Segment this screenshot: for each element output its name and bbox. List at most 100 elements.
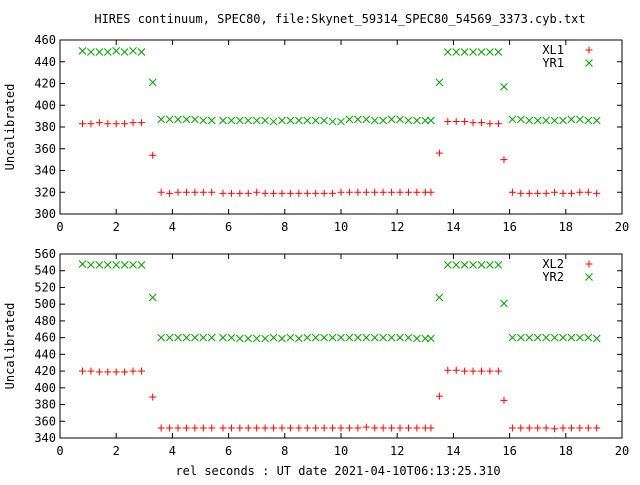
x-tick-label: 6 (225, 444, 232, 458)
data-point (244, 116, 253, 125)
data-point (112, 261, 121, 269)
data-point (345, 333, 354, 342)
data-point (191, 424, 199, 432)
data-point (371, 188, 379, 196)
data-point (516, 115, 525, 124)
y-tick-label: 440 (34, 55, 56, 69)
y-axis-label: Uncalibrated (3, 84, 17, 171)
data-point (354, 333, 362, 342)
data-point (295, 189, 303, 197)
data-point (396, 115, 404, 124)
data-point (362, 423, 370, 431)
y-tick-label: 360 (34, 142, 56, 156)
data-point (235, 334, 244, 343)
data-point (182, 115, 191, 124)
data-point (174, 424, 182, 432)
data-point (421, 116, 430, 125)
y-tick-label: 520 (34, 280, 56, 294)
y-tick-label: 300 (34, 207, 56, 221)
x-tick-label: 4 (169, 444, 176, 458)
y-tick-label: 420 (34, 77, 56, 91)
data-point (270, 189, 278, 197)
data-point (320, 116, 328, 125)
data-point (87, 367, 95, 375)
data-point (199, 333, 208, 342)
data-point (508, 333, 517, 342)
plot-panel-2: 0 2 4 6 8 10 12 14 16 18 20 340 360 380 400 420 440 460 48… (3, 247, 629, 458)
data-point (311, 333, 320, 342)
data-point (149, 393, 157, 401)
legend-label: YR2 (542, 270, 564, 284)
data-point (542, 189, 550, 197)
data-point (78, 47, 87, 55)
data-point (320, 333, 328, 342)
data-point (354, 188, 362, 196)
data-point (477, 48, 486, 56)
data-point (508, 188, 516, 196)
data-point (278, 424, 286, 432)
data-point (182, 188, 190, 196)
data-point (303, 333, 312, 342)
data-point (478, 119, 485, 127)
data-point (370, 116, 379, 125)
x-tick-label: 6 (225, 220, 232, 234)
data-point (435, 392, 443, 400)
data-point (494, 367, 502, 375)
data-point (404, 333, 413, 342)
data-point (227, 424, 235, 432)
data-point (78, 260, 87, 268)
data-point (575, 115, 584, 124)
data-point (174, 115, 182, 124)
data-point (137, 261, 146, 269)
data-point (388, 424, 396, 432)
x-tick-label: 14 (446, 220, 460, 234)
data-point (379, 116, 388, 125)
data-point (362, 115, 371, 124)
y-tick-label: 360 (34, 414, 56, 428)
y-tick-label: 460 (34, 33, 56, 47)
x-tick-label: 16 (502, 444, 516, 458)
data-point (469, 367, 477, 375)
data-point (413, 424, 421, 432)
legend-marker (585, 260, 593, 268)
data-point (219, 116, 227, 125)
data-point (444, 366, 452, 374)
x-tick-label: 8 (281, 220, 288, 234)
data-point (469, 261, 477, 269)
data-point (129, 261, 137, 269)
data-point (235, 116, 244, 125)
data-point (303, 116, 312, 125)
data-point (396, 333, 404, 342)
data-point (207, 333, 216, 342)
data-point (103, 48, 112, 56)
data-point (413, 116, 421, 125)
data-point (584, 116, 593, 125)
data-point (593, 189, 601, 197)
data-point (404, 116, 413, 125)
data-point (129, 367, 137, 375)
data-point (286, 189, 294, 197)
data-point (286, 116, 295, 125)
x-tick-label: 14 (446, 444, 460, 458)
data-point (345, 424, 353, 432)
data-point (413, 188, 421, 196)
x-tick-label: 2 (113, 444, 120, 458)
data-point (435, 293, 444, 302)
data-point (517, 424, 525, 432)
data-point (166, 189, 174, 197)
x-tick-label: 18 (559, 220, 573, 234)
data-point (533, 116, 542, 125)
x-tick-label: 4 (169, 220, 176, 234)
data-point (584, 424, 592, 432)
data-point (199, 188, 207, 196)
data-point (452, 118, 460, 126)
data-point (303, 189, 311, 197)
data-point (345, 188, 353, 196)
data-point (112, 47, 121, 55)
data-point (494, 48, 503, 56)
data-point (261, 334, 269, 343)
data-point (165, 333, 174, 342)
data-point (236, 424, 244, 432)
data-point (269, 333, 278, 342)
